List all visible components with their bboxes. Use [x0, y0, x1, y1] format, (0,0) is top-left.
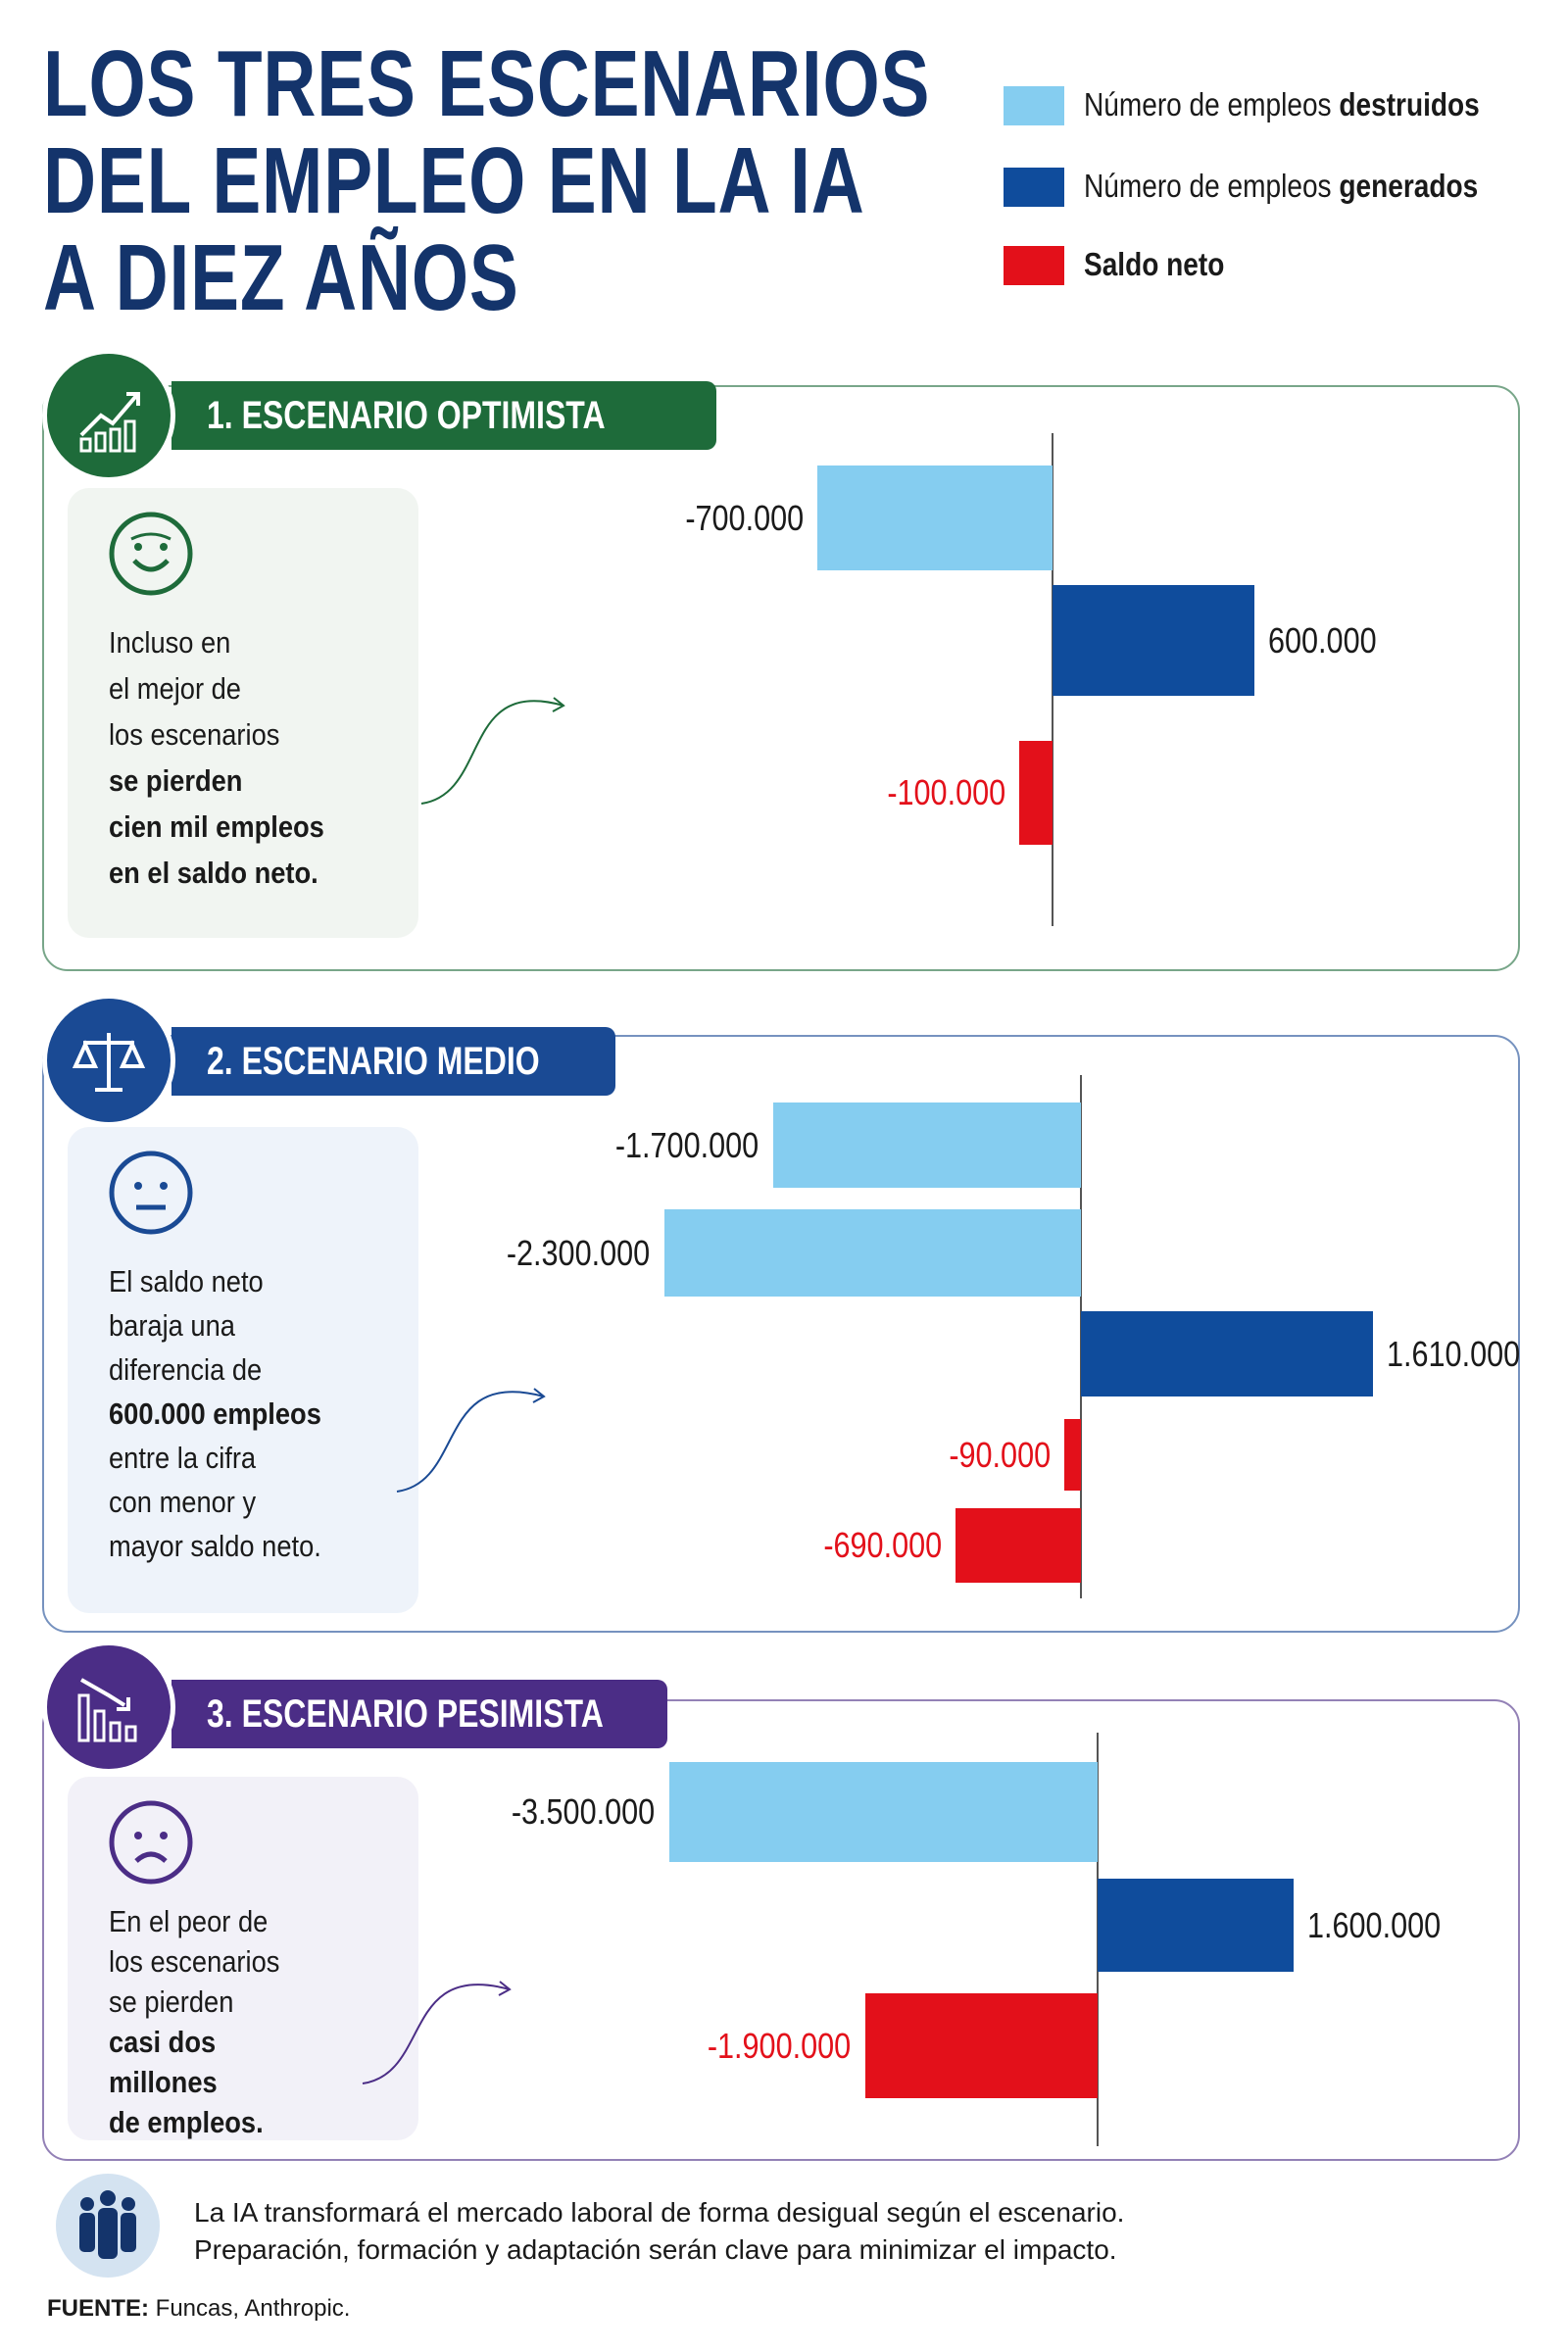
card-text-line: se pierden — [109, 763, 243, 798]
scenario-title: 2. ESCENARIO MEDIO — [172, 1027, 615, 1096]
bar-generados — [1053, 585, 1254, 696]
legend-swatch-saldo — [1004, 246, 1064, 285]
bar-value-label: 1.600.000 — [1307, 1904, 1442, 1945]
scenario-title: 3. ESCENARIO PESIMISTA — [172, 1680, 667, 1748]
card-text-line: el mejor de — [109, 671, 241, 706]
people-group-icon — [56, 2174, 160, 2278]
legend-generados: Número de empleos generados — [1084, 168, 1479, 204]
bar-value-label: 1.610.000 — [1386, 1333, 1520, 1374]
card-text-line: entre la cifra — [109, 1441, 257, 1475]
bar-saldo — [956, 1508, 1081, 1583]
bar-generados — [1098, 1879, 1294, 1972]
bar-saldo — [864, 1993, 1098, 2098]
card-text-line: millones — [109, 2065, 218, 2099]
scenario-card: El saldo neto baraja una diferencia de 600.… — [68, 1127, 418, 1613]
title-line: LOS TRES ESCENARIOS — [43, 31, 931, 136]
bar-value-label: -3.500.000 — [512, 1791, 656, 1832]
legend-saldo: Saldo neto — [1084, 246, 1225, 282]
bar-destruidos — [816, 466, 1053, 570]
card-text-line: se pierden — [109, 1984, 234, 2019]
card-text-line: los escenarios — [109, 1944, 280, 1979]
footer-line: Preparación, formación y adaptación será… — [194, 2234, 1117, 2265]
source-note: FUENTE: Funcas, Anthropic. — [47, 2295, 351, 2322]
bar-destruidos — [663, 1209, 1081, 1297]
chart-growth-icon — [42, 349, 175, 482]
card-text-line: casi dos — [109, 2025, 217, 2059]
bar-value-label: -1.700.000 — [615, 1124, 760, 1165]
card-text-line: diferencia de — [109, 1352, 263, 1387]
card-text-line: El saldo neto — [109, 1264, 264, 1298]
bar-value-label: -700.000 — [685, 497, 804, 538]
card-text-line: en el saldo neto. — [109, 856, 318, 890]
card-text-line: En el peor de — [109, 1904, 269, 1938]
balance-scale-icon — [42, 994, 175, 1127]
page-title: LOS TRES ESCENARIOS DEL EMPLEO EN LA IA … — [43, 35, 930, 326]
bar-value-label: -90.000 — [949, 1434, 1052, 1475]
bar-destruidos — [668, 1762, 1098, 1862]
bar-value-label: -2.300.000 — [507, 1232, 651, 1273]
scenario-card: En el peor de los escenarios se pierden cas… — [68, 1777, 418, 2140]
card-text-line: los escenarios — [109, 717, 280, 752]
bar-saldo — [1064, 1419, 1081, 1491]
scenario-panel — [42, 1699, 1520, 2161]
title-line: DEL EMPLEO EN LA IA — [43, 128, 865, 233]
card-text-line: con menor y — [109, 1485, 257, 1519]
scenario-card: Incluso en el mejor de los escenarios se pi… — [68, 488, 418, 938]
bar-value-label: -690.000 — [823, 1525, 943, 1565]
bar-destruidos — [772, 1102, 1081, 1188]
smiling-face-icon — [109, 512, 193, 596]
card-text-line: mayor saldo neto. — [109, 1529, 321, 1563]
card-text-line: 600.000 empleos — [109, 1396, 321, 1431]
bar-value-label: -1.900.000 — [708, 2025, 852, 2066]
scenario-panel — [42, 1035, 1520, 1633]
legend-swatch-generados — [1004, 168, 1064, 207]
bar-value-label: -100.000 — [886, 772, 1005, 812]
card-text-line: baraja una — [109, 1308, 235, 1343]
bar-value-label: 600.000 — [1267, 619, 1377, 661]
legend-swatch-destruidos — [1004, 86, 1064, 125]
legend-destruidos: Número de empleos destruidos — [1084, 86, 1480, 122]
scenario-panel — [42, 385, 1520, 971]
bar-saldo — [1018, 741, 1053, 845]
footer-line: La IA transformará el mercado laboral de… — [194, 2197, 1125, 2228]
bar-generados — [1081, 1311, 1373, 1396]
sad-face-icon — [109, 1800, 193, 1885]
card-text-line: cien mil empleos — [109, 809, 324, 844]
chart-decline-icon — [42, 1641, 175, 1774]
neutral-face-icon — [109, 1151, 193, 1235]
scenario-title: 1. ESCENARIO OPTIMISTA — [172, 381, 716, 450]
card-text-line: Incluso en — [109, 625, 231, 660]
card-text-line: de empleos. — [109, 2105, 264, 2139]
title-line: A DIEZ AÑOS — [43, 225, 519, 330]
